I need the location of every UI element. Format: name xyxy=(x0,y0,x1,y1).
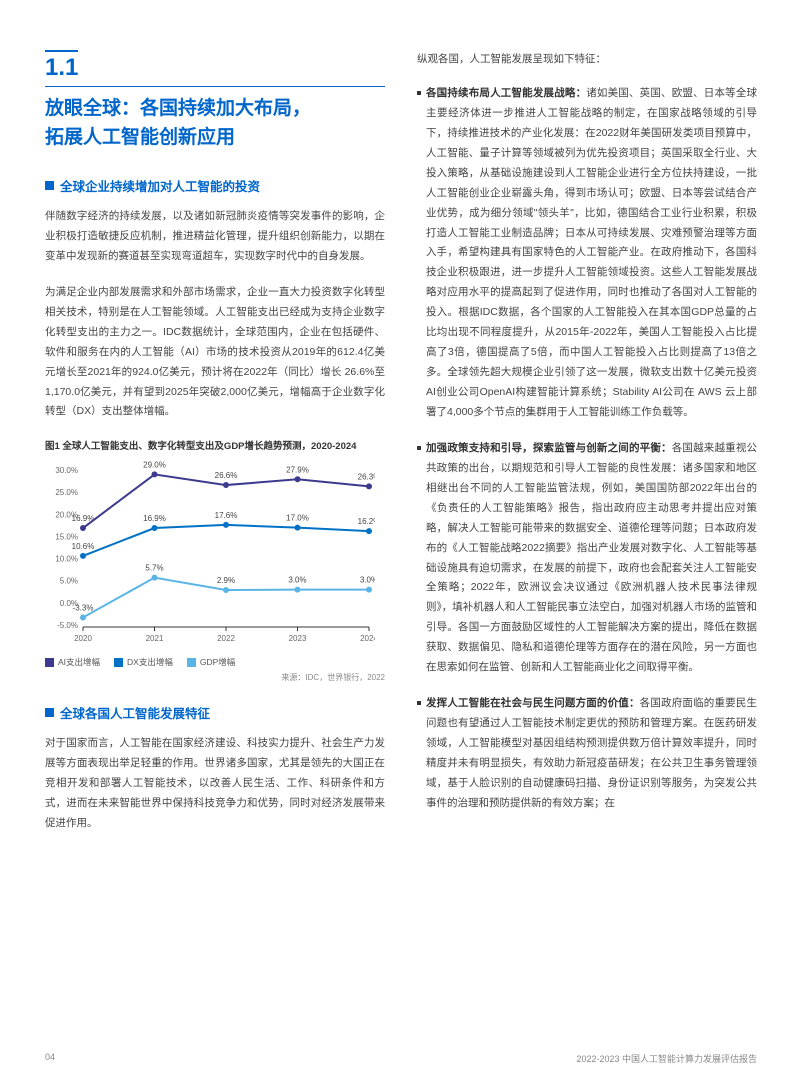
svg-text:26.6%: 26.6% xyxy=(215,471,238,480)
svg-text:15.0%: 15.0% xyxy=(55,533,78,542)
bullet-policy-text: 各国越来越重视公共政策的出台，以期规范和引导人工智能的良性发展：诸多国家和地区相… xyxy=(426,442,757,673)
svg-text:3.0%: 3.0% xyxy=(360,576,375,585)
svg-text:2023: 2023 xyxy=(289,634,307,643)
legend-dx-label: DX支出增幅 xyxy=(127,656,173,668)
bullet-society-text: 各国政府面临的重要民生问题也有望通过人工智能技术制定更优的预防和管理方案。在医药… xyxy=(426,697,757,809)
figure1-legend: AI支出增幅 DX支出增幅 GDP增幅 xyxy=(45,656,385,668)
svg-text:17.6%: 17.6% xyxy=(215,511,238,520)
section-title: 放眼全球：各国持续加大布局， 拓展人工智能创新应用 xyxy=(45,95,385,152)
svg-text:3.0%: 3.0% xyxy=(288,576,306,585)
svg-text:30.0%: 30.0% xyxy=(55,466,78,475)
svg-text:16.2%: 16.2% xyxy=(358,517,375,526)
right-intro: 纵观各国，人工智能发展呈现如下特征： xyxy=(417,50,757,70)
paragraph-investment-1: 伴随数字经济的持续发展，以及诸如新冠肺炎疫情等突发事件的影响，企业积极打造敏捷反… xyxy=(45,207,385,267)
svg-text:16.9%: 16.9% xyxy=(72,514,95,523)
figure1-source: 来源：IDC，世界银行，2022 xyxy=(45,672,385,683)
bullet-strategy: 各国持续布局人工智能发展战略：诸如美国、英国、欧盟、日本等全球主要经济体进一步推… xyxy=(417,84,757,423)
svg-text:17.0%: 17.0% xyxy=(286,514,309,523)
page-footer: 04 2022-2023 中国人工智能计算力发展评估报告 xyxy=(45,1052,757,1065)
page-number: 04 xyxy=(45,1052,55,1065)
bullet-dot-icon xyxy=(417,701,421,705)
svg-text:10.6%: 10.6% xyxy=(72,542,95,551)
bullet-policy-title: 加强政策支持和引导，探索监管与创新之间的平衡： xyxy=(426,442,672,454)
svg-text:25.0%: 25.0% xyxy=(55,489,78,498)
svg-text:2.9%: 2.9% xyxy=(217,576,235,585)
svg-text:-3.3%: -3.3% xyxy=(73,604,94,613)
legend-dx: DX支出增幅 xyxy=(114,656,173,668)
bullet-dot-icon xyxy=(417,91,421,95)
subheading-features-text: 全球各国人工智能发展特征 xyxy=(60,703,210,722)
bullet-policy: 加强政策支持和引导，探索监管与创新之间的平衡：各国越来越重视公共政策的出台，以期… xyxy=(417,439,757,678)
paragraph-features-1: 对于国家而言，人工智能在国家经济建设、科技实力提升、社会生产力发展等方面表现出举… xyxy=(45,734,385,834)
svg-text:27.9%: 27.9% xyxy=(286,466,309,475)
figure1-caption: 图1 全球人工智能支出、数字化转型支出及GDP增长趋势预测，2020-2024 xyxy=(45,438,385,452)
bullet-society: 发挥人工智能在社会与民生问题方面的价值：各国政府面临的重要民生问题也有望通过人工… xyxy=(417,694,757,814)
svg-text:26.3%: 26.3% xyxy=(358,473,375,482)
figure1-chart: -5.0%0.0%5.0%10.0%15.0%20.0%25.0%30.0%20… xyxy=(45,460,385,668)
section-title-line1: 放眼全球：各国持续加大布局， xyxy=(45,98,311,119)
svg-text:10.0%: 10.0% xyxy=(55,555,78,564)
legend-gdp: GDP增幅 xyxy=(187,656,235,668)
svg-text:5.7%: 5.7% xyxy=(145,564,163,573)
doc-title-footer: 2022-2023 中国人工智能计算力发展评估报告 xyxy=(576,1052,757,1065)
svg-text:16.9%: 16.9% xyxy=(143,514,166,523)
svg-text:2020: 2020 xyxy=(74,634,92,643)
svg-text:5.0%: 5.0% xyxy=(60,577,78,586)
section-title-line2: 拓展人工智能创新应用 xyxy=(45,127,235,148)
svg-text:29.0%: 29.0% xyxy=(143,461,166,470)
svg-text:2022: 2022 xyxy=(217,634,235,643)
svg-text:2021: 2021 xyxy=(146,634,164,643)
svg-text:-5.0%: -5.0% xyxy=(57,621,78,630)
subheading-investment: 全球企业持续增加对人工智能的投资 xyxy=(45,176,385,195)
bullet-strategy-title: 各国持续布局人工智能发展战略： xyxy=(426,87,586,99)
legend-ai-label: AI支出增幅 xyxy=(58,656,100,668)
legend-ai: AI支出增幅 xyxy=(45,656,100,668)
legend-gdp-label: GDP增幅 xyxy=(200,656,235,668)
paragraph-investment-2: 为满足企业内部发展需求和外部市场需求，企业一直大力投资数字化转型相关技术，特别是… xyxy=(45,283,385,423)
bullet-society-title: 发挥人工智能在社会与民生问题方面的价值： xyxy=(426,697,640,709)
section-number: 1.1 xyxy=(45,50,78,82)
bullet-strategy-text: 诸如美国、英国、欧盟、日本等全球主要经济体进一步推进人工智能战略的制定，在国家战… xyxy=(426,87,757,418)
svg-text:2024: 2024 xyxy=(360,634,375,643)
bullet-dot-icon xyxy=(417,446,421,450)
subheading-features: 全球各国人工智能发展特征 xyxy=(45,703,385,722)
subheading-investment-text: 全球企业持续增加对人工智能的投资 xyxy=(60,176,260,195)
